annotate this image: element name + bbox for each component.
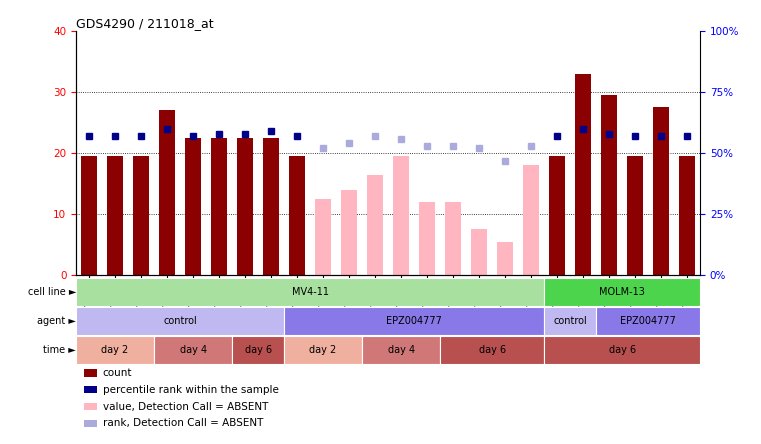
Bar [263, 138, 279, 275]
Bar [289, 156, 305, 275]
Bar [76, 307, 284, 335]
Bar [544, 307, 596, 335]
Bar [186, 138, 201, 275]
Bar [524, 165, 539, 275]
Bar [284, 336, 362, 364]
Text: count: count [103, 368, 132, 378]
Bar [653, 107, 669, 275]
Text: EPZ004777: EPZ004777 [620, 316, 676, 326]
Bar [419, 202, 435, 275]
Text: control: control [553, 316, 587, 326]
Bar [76, 336, 154, 364]
Text: rank, Detection Call = ABSENT: rank, Detection Call = ABSENT [103, 418, 263, 428]
Bar [232, 336, 284, 364]
Bar [471, 230, 487, 275]
Bar [368, 174, 383, 275]
Bar [81, 156, 97, 275]
Bar [627, 156, 643, 275]
Text: EPZ004777: EPZ004777 [386, 316, 442, 326]
Bar [601, 95, 617, 275]
Text: control: control [163, 316, 197, 326]
Text: day 4: day 4 [180, 345, 207, 355]
Text: percentile rank within the sample: percentile rank within the sample [103, 385, 279, 395]
Bar [575, 74, 591, 275]
Text: day 2: day 2 [101, 345, 129, 355]
Bar [284, 307, 544, 335]
Bar [680, 156, 695, 275]
Bar [362, 336, 440, 364]
Text: day 6: day 6 [479, 345, 505, 355]
Text: day 6: day 6 [244, 345, 272, 355]
Bar [107, 156, 123, 275]
Bar [440, 336, 544, 364]
Text: MOLM-13: MOLM-13 [599, 287, 645, 297]
Bar [76, 278, 544, 306]
Bar [154, 336, 232, 364]
Bar [445, 202, 461, 275]
Text: agent ►: agent ► [37, 316, 76, 326]
Bar [237, 138, 253, 275]
Bar [393, 156, 409, 275]
Bar [159, 111, 175, 275]
Bar [497, 242, 513, 275]
Text: MV4-11: MV4-11 [291, 287, 329, 297]
Bar [544, 278, 700, 306]
Text: cell line ►: cell line ► [27, 287, 76, 297]
Text: day 6: day 6 [609, 345, 635, 355]
Text: day 2: day 2 [310, 345, 336, 355]
Bar [212, 138, 227, 275]
Bar [549, 156, 565, 275]
Text: value, Detection Call = ABSENT: value, Detection Call = ABSENT [103, 401, 268, 412]
Bar [544, 336, 700, 364]
Bar [596, 307, 700, 335]
Text: day 4: day 4 [387, 345, 415, 355]
Text: GDS4290 / 211018_at: GDS4290 / 211018_at [76, 17, 214, 30]
Bar [133, 156, 149, 275]
Bar [341, 190, 357, 275]
Text: time ►: time ► [43, 345, 76, 355]
Bar [315, 199, 331, 275]
